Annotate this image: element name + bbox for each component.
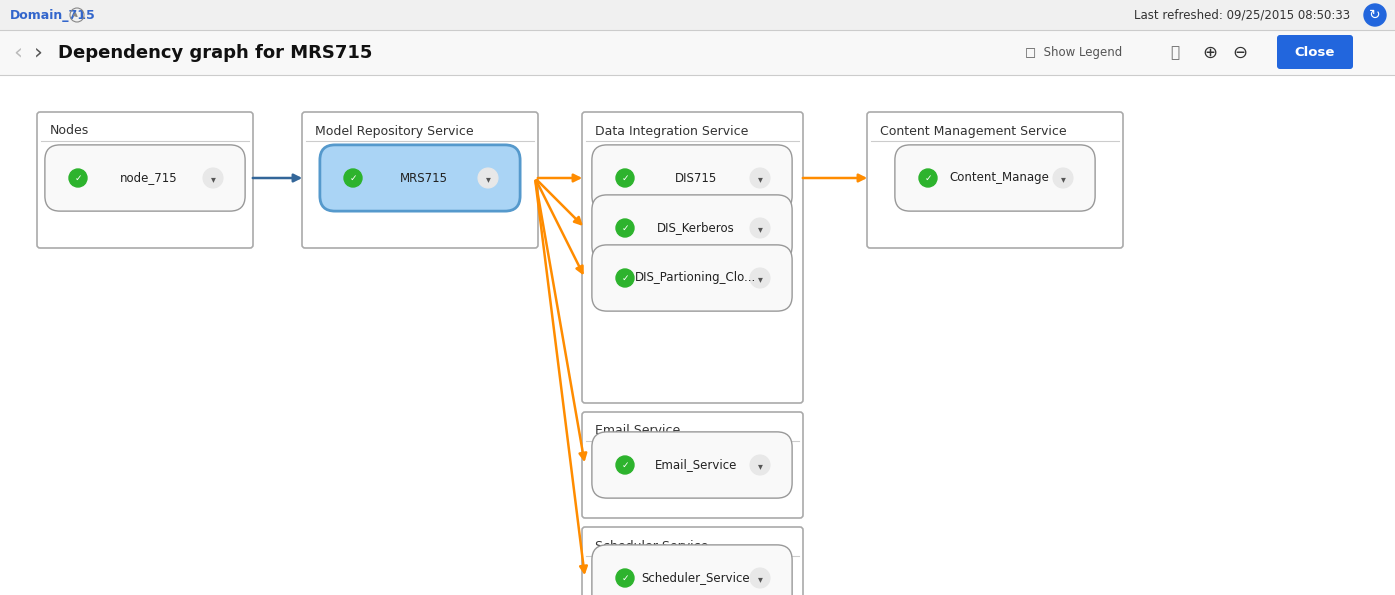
Text: Content_Manage: Content_Manage (949, 171, 1049, 184)
FancyBboxPatch shape (591, 545, 792, 595)
Circle shape (751, 218, 770, 238)
Text: Nodes: Nodes (50, 124, 89, 137)
Circle shape (68, 169, 86, 187)
Text: ▾: ▾ (757, 174, 763, 184)
Circle shape (617, 169, 633, 187)
Circle shape (617, 569, 633, 587)
FancyBboxPatch shape (319, 145, 520, 211)
Text: ✓: ✓ (621, 224, 629, 233)
Circle shape (1364, 4, 1387, 26)
FancyBboxPatch shape (591, 432, 792, 498)
Text: ⤢: ⤢ (1170, 45, 1180, 60)
FancyBboxPatch shape (0, 0, 1395, 30)
FancyBboxPatch shape (582, 112, 804, 403)
Circle shape (751, 268, 770, 288)
Text: ▾: ▾ (211, 174, 215, 184)
Text: ✓: ✓ (621, 274, 629, 283)
Text: Last refreshed: 09/25/2015 08:50:33: Last refreshed: 09/25/2015 08:50:33 (1134, 8, 1350, 21)
Text: DIS_Partioning_Clo...: DIS_Partioning_Clo... (635, 271, 756, 284)
Text: ⊕: ⊕ (1202, 43, 1218, 61)
Text: ⊖: ⊖ (1232, 43, 1247, 61)
Text: Content Management Service: Content Management Service (880, 124, 1067, 137)
Circle shape (919, 169, 937, 187)
Text: ✓: ✓ (349, 174, 357, 183)
Text: Dependency graph for MRS715: Dependency graph for MRS715 (59, 43, 372, 61)
Text: Close: Close (1295, 46, 1335, 59)
Text: □  Show Legend: □ Show Legend (1025, 46, 1122, 59)
FancyBboxPatch shape (0, 30, 1395, 75)
FancyBboxPatch shape (582, 412, 804, 518)
Circle shape (1053, 168, 1073, 188)
Text: ‹: ‹ (14, 42, 22, 62)
Text: ▾: ▾ (757, 224, 763, 234)
Circle shape (478, 168, 498, 188)
Circle shape (617, 456, 633, 474)
Text: Email_Service: Email_Service (654, 459, 737, 471)
FancyBboxPatch shape (301, 112, 538, 248)
Text: ▾: ▾ (757, 274, 763, 284)
Text: Model Repository Service: Model Repository Service (315, 124, 474, 137)
Text: ▾: ▾ (485, 174, 491, 184)
Circle shape (617, 269, 633, 287)
Text: ▾: ▾ (757, 574, 763, 584)
Circle shape (617, 219, 633, 237)
Circle shape (204, 168, 223, 188)
FancyBboxPatch shape (868, 112, 1123, 248)
Circle shape (345, 169, 361, 187)
Text: MRS715: MRS715 (400, 171, 448, 184)
Text: ✓: ✓ (621, 174, 629, 183)
FancyBboxPatch shape (38, 112, 252, 248)
Circle shape (751, 455, 770, 475)
FancyBboxPatch shape (894, 145, 1095, 211)
FancyBboxPatch shape (45, 145, 246, 211)
Text: node_715: node_715 (120, 171, 177, 184)
Text: Data Integration Service: Data Integration Service (596, 124, 748, 137)
Text: ▾: ▾ (757, 461, 763, 471)
Text: ✓: ✓ (925, 174, 932, 183)
Circle shape (751, 568, 770, 588)
Text: ↻: ↻ (1368, 8, 1381, 22)
Circle shape (751, 168, 770, 188)
Text: Email Service: Email Service (596, 424, 681, 437)
Text: ✓: ✓ (621, 461, 629, 469)
Text: ✓: ✓ (621, 574, 629, 583)
Text: Scheduler_Service: Scheduler_Service (642, 572, 751, 584)
FancyBboxPatch shape (591, 245, 792, 311)
Text: ›: › (33, 42, 42, 62)
Text: Domain_715: Domain_715 (10, 8, 96, 21)
Text: ✓: ✓ (74, 174, 82, 183)
Text: Scheduler Service: Scheduler Service (596, 540, 709, 553)
FancyBboxPatch shape (591, 195, 792, 261)
FancyBboxPatch shape (582, 527, 804, 595)
FancyBboxPatch shape (1276, 35, 1353, 69)
Text: DIS_Kerberos: DIS_Kerberos (657, 221, 735, 234)
Text: ▾: ▾ (1060, 174, 1066, 184)
FancyBboxPatch shape (591, 145, 792, 211)
Text: DIS715: DIS715 (675, 171, 717, 184)
